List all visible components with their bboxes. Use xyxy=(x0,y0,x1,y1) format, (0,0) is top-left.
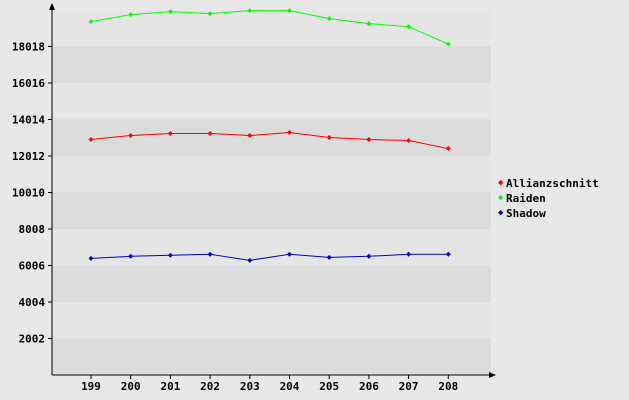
data-point-raiden xyxy=(128,12,134,18)
grid-band xyxy=(52,46,491,83)
data-point-shadow xyxy=(207,251,213,257)
x-tick-label: 208 xyxy=(438,380,458,393)
data-point-raiden xyxy=(445,41,451,47)
legend-marker-icon: ◆ xyxy=(498,193,504,203)
data-point-allianzschnitt xyxy=(326,135,332,141)
data-point-allianzschnitt xyxy=(445,146,451,152)
x-tick-label: 203 xyxy=(240,380,260,393)
axes xyxy=(49,3,496,378)
y-tick-label: 2002 xyxy=(19,333,46,346)
data-point-allianzschnitt xyxy=(167,131,173,137)
data-point-allianzschnitt xyxy=(128,133,134,139)
grid-band xyxy=(52,192,491,229)
data-point-raiden xyxy=(326,16,332,22)
x-tick-label: 206 xyxy=(359,380,379,393)
data-point-allianzschnitt xyxy=(406,138,412,144)
data-point-shadow xyxy=(88,255,94,261)
grid-band xyxy=(52,338,491,375)
y-tick-label: 12012 xyxy=(12,150,45,163)
legend-item-allianzschnitt: ◆ Allianzschnitt xyxy=(498,176,599,191)
legend-marker-icon: ◆ xyxy=(498,178,504,188)
data-point-raiden xyxy=(366,21,372,27)
y-tick-label: 8008 xyxy=(19,223,46,236)
grid-band xyxy=(52,119,491,156)
data-point-shadow xyxy=(287,251,292,257)
data-point-allianzschnitt xyxy=(366,137,372,143)
x-tick-label: 205 xyxy=(319,380,339,393)
data-point-shadow xyxy=(247,257,253,263)
grid-band xyxy=(52,265,491,302)
legend-label: Shadow xyxy=(506,207,546,220)
y-tick-label: 6006 xyxy=(19,260,46,273)
data-point-allianzschnitt xyxy=(287,130,292,136)
data-point-shadow xyxy=(128,253,134,259)
x-tick-label: 202 xyxy=(200,380,220,393)
y-tick-label: 16016 xyxy=(12,77,45,90)
legend-label: Allianzschnitt xyxy=(506,177,599,190)
data-point-raiden xyxy=(247,8,253,14)
x-tick-labels: 199 200 201 202 203 204 205 206 207 208 xyxy=(81,375,458,393)
data-point-allianzschnitt xyxy=(88,137,94,143)
x-tick-label: 200 xyxy=(121,380,141,393)
x-tick-label: 204 xyxy=(280,380,300,393)
x-tick-label: 199 xyxy=(81,380,101,393)
series-layer xyxy=(88,8,451,263)
legend-item-raiden: ◆ Raiden xyxy=(498,191,599,206)
series-line-raiden xyxy=(90,10,449,45)
grid-band xyxy=(52,156,491,193)
data-point-allianzschnitt xyxy=(247,133,253,139)
data-point-shadow xyxy=(406,251,412,257)
legend-label: Raiden xyxy=(506,192,546,205)
grid-bands xyxy=(52,10,491,375)
data-point-raiden xyxy=(167,9,173,15)
data-point-raiden xyxy=(406,24,412,30)
x-axis-arrow-icon xyxy=(489,372,496,378)
y-tick-label: 14014 xyxy=(12,114,45,127)
data-point-raiden xyxy=(88,19,94,25)
y-tick-label: 4004 xyxy=(19,296,46,309)
data-point-raiden xyxy=(207,11,213,17)
series-line-allianzschnitt xyxy=(90,132,449,150)
x-tick-label: 201 xyxy=(160,380,180,393)
grid-band xyxy=(52,229,491,266)
legend-marker-icon: ◆ xyxy=(498,208,504,218)
y-tick-labels: 2002 4004 6006 8008 10010 12012 14014 16016 1801… xyxy=(12,41,52,346)
y-tick-label: 10010 xyxy=(12,187,45,200)
y-tick-label: 18018 xyxy=(12,41,45,54)
data-point-shadow xyxy=(366,253,372,259)
data-point-shadow xyxy=(326,254,332,260)
grid-band xyxy=(52,10,491,47)
data-point-shadow xyxy=(445,251,451,257)
data-point-shadow xyxy=(167,252,173,258)
grid-band xyxy=(52,302,491,339)
y-axis-arrow-icon xyxy=(49,3,55,10)
legend: ◆ Allianzschnitt ◆ Raiden ◆ Shadow xyxy=(498,176,599,221)
series-line-shadow xyxy=(90,253,449,261)
data-point-raiden xyxy=(287,8,292,14)
data-point-allianzschnitt xyxy=(207,131,213,137)
grid-band xyxy=(52,83,491,120)
legend-item-shadow: ◆ Shadow xyxy=(498,206,599,221)
x-tick-label: 207 xyxy=(399,380,419,393)
